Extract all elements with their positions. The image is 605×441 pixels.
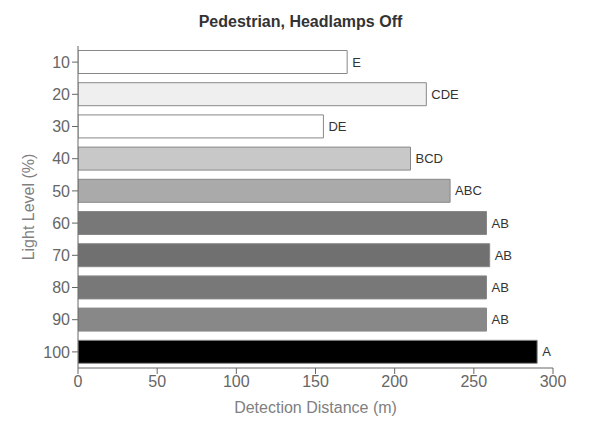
svg-text:90: 90	[52, 311, 70, 328]
svg-text:300: 300	[540, 373, 567, 390]
svg-text:40: 40	[52, 150, 70, 167]
svg-text:50: 50	[148, 373, 166, 390]
svg-text:ABC: ABC	[455, 183, 482, 198]
svg-text:100: 100	[43, 344, 70, 361]
svg-text:AB: AB	[492, 280, 509, 295]
svg-text:DE: DE	[328, 119, 346, 134]
html-text:Pedestrian, Headlamps Off: Pedestrian, Headlamps Off	[198, 13, 403, 30]
svg-text:Light Level (%): Light Level (%)	[20, 154, 37, 261]
svg-text:A: A	[542, 344, 551, 359]
svg-text:20: 20	[52, 86, 70, 103]
svg-text:50: 50	[52, 183, 70, 200]
svg-text:30: 30	[52, 118, 70, 135]
svg-text:AB: AB	[495, 248, 512, 263]
svg-text:Detection Distance (m): Detection Distance (m)	[234, 399, 397, 416]
svg-text:10: 10	[52, 54, 70, 71]
svg-text:AB: AB	[492, 312, 509, 327]
svg-text:100: 100	[223, 373, 250, 390]
svg-text:CDE: CDE	[431, 87, 459, 102]
svg-text:E: E	[352, 55, 361, 70]
svg-text:70: 70	[52, 247, 70, 264]
svg-text:BCD: BCD	[416, 151, 443, 166]
svg-text:80: 80	[52, 279, 70, 296]
svg-text:200: 200	[381, 373, 408, 390]
svg-text:0: 0	[74, 373, 83, 390]
svg-text:250: 250	[460, 373, 487, 390]
svg-text:60: 60	[52, 215, 70, 232]
svg-text:AB: AB	[492, 216, 509, 231]
svg-text:150: 150	[302, 373, 329, 390]
